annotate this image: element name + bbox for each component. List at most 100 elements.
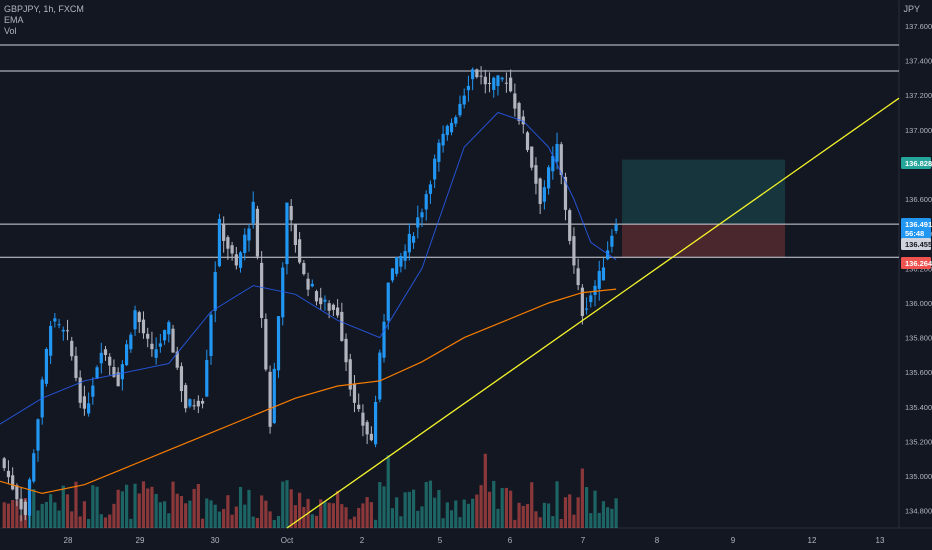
volume-bar[interactable] xyxy=(496,508,500,528)
candle[interactable] xyxy=(542,187,546,202)
candle[interactable] xyxy=(319,297,323,305)
candle[interactable] xyxy=(458,103,462,116)
target-zone[interactable] xyxy=(622,159,785,225)
volume-bar[interactable] xyxy=(378,482,382,528)
volume-bar[interactable] xyxy=(125,484,129,528)
volume-bar[interactable] xyxy=(344,507,348,528)
candle[interactable] xyxy=(433,158,437,180)
candle[interactable] xyxy=(57,324,61,326)
candle[interactable] xyxy=(454,117,458,124)
volume-bar[interactable] xyxy=(196,483,200,528)
candle[interactable] xyxy=(32,453,36,482)
volume-bar[interactable] xyxy=(525,504,530,528)
volume-bar[interactable] xyxy=(310,514,314,528)
volume-bar[interactable] xyxy=(584,487,589,528)
candle[interactable] xyxy=(517,103,521,121)
volume-bar[interactable] xyxy=(509,490,513,528)
candle[interactable] xyxy=(150,343,154,350)
volume-bar[interactable] xyxy=(449,510,454,528)
ema-slow-line[interactable] xyxy=(0,288,617,495)
volume-bar[interactable] xyxy=(146,488,150,528)
volume-bar[interactable] xyxy=(6,503,11,528)
volume-bar[interactable] xyxy=(517,502,521,528)
volume-bar[interactable] xyxy=(589,513,593,528)
volume-bar[interactable] xyxy=(572,514,576,528)
volume-bar[interactable] xyxy=(15,500,19,528)
volume-bar[interactable] xyxy=(184,503,188,528)
volume-bar[interactable] xyxy=(230,514,234,528)
volume-bar[interactable] xyxy=(369,502,373,528)
candle[interactable] xyxy=(95,367,99,379)
candle[interactable] xyxy=(576,268,580,286)
volume-bar[interactable] xyxy=(407,491,411,528)
candle[interactable] xyxy=(416,217,420,228)
volume-bar[interactable] xyxy=(268,511,272,528)
candle[interactable] xyxy=(49,325,53,356)
candle[interactable] xyxy=(272,368,276,424)
volume-bar[interactable] xyxy=(614,498,618,528)
volume-bar[interactable] xyxy=(2,502,6,528)
candle[interactable] xyxy=(336,307,340,316)
volume-bar[interactable] xyxy=(466,503,471,528)
volume-bar[interactable] xyxy=(260,495,264,528)
volume-bar[interactable] xyxy=(462,499,466,528)
candle[interactable] xyxy=(82,396,86,409)
volume-bar[interactable] xyxy=(513,519,517,528)
candle[interactable] xyxy=(23,501,27,515)
candle[interactable] xyxy=(327,303,331,311)
candle[interactable] xyxy=(125,344,129,366)
volume-bar[interactable] xyxy=(36,510,40,528)
candle[interactable] xyxy=(276,316,281,371)
volume-bar[interactable] xyxy=(445,502,449,528)
candle[interactable] xyxy=(53,318,57,322)
volume-bar[interactable] xyxy=(386,455,390,528)
candle[interactable] xyxy=(437,142,441,162)
volume-bar[interactable] xyxy=(167,513,171,528)
volume-bar[interactable] xyxy=(175,493,179,528)
volume-bar[interactable] xyxy=(395,497,399,528)
candle[interactable] xyxy=(222,223,226,241)
candle[interactable] xyxy=(487,82,492,84)
candle[interactable] xyxy=(340,311,344,341)
candle[interactable] xyxy=(601,267,606,281)
volume-bar[interactable] xyxy=(458,517,462,528)
candle[interactable] xyxy=(348,359,352,390)
candle[interactable] xyxy=(289,205,293,221)
candle[interactable] xyxy=(209,314,213,356)
volume-bar[interactable] xyxy=(416,510,420,528)
volume-bar[interactable] xyxy=(57,510,61,528)
volume-bar[interactable] xyxy=(551,516,555,528)
candle[interactable] xyxy=(403,251,407,261)
volume-bar[interactable] xyxy=(538,517,542,528)
candle[interactable] xyxy=(572,236,576,266)
volume-bar[interactable] xyxy=(437,489,441,528)
volume-bar[interactable] xyxy=(44,501,49,528)
candle[interactable] xyxy=(230,245,234,254)
candle[interactable] xyxy=(382,321,386,358)
candle[interactable] xyxy=(606,250,610,260)
volume-bar[interactable] xyxy=(597,512,601,528)
volume-bar[interactable] xyxy=(205,498,209,528)
candle[interactable] xyxy=(19,498,23,510)
candle[interactable] xyxy=(255,208,260,257)
volume-bar[interactable] xyxy=(606,507,610,528)
volume-bar[interactable] xyxy=(530,482,534,528)
candle[interactable] xyxy=(471,69,475,80)
volume-bar[interactable] xyxy=(209,500,213,528)
volume-bar[interactable] xyxy=(179,496,184,528)
candle[interactable] xyxy=(137,312,141,323)
candle[interactable] xyxy=(492,77,496,90)
volume-bar[interactable] xyxy=(327,502,331,528)
candle[interactable] xyxy=(428,184,433,194)
volume-bar[interactable] xyxy=(319,499,323,528)
candle[interactable] xyxy=(129,334,133,350)
candle[interactable] xyxy=(538,178,542,204)
volume-bar[interactable] xyxy=(70,511,74,528)
volume-bar[interactable] xyxy=(580,468,584,528)
volume-bar[interactable] xyxy=(129,518,133,528)
candle[interactable] xyxy=(70,340,74,357)
candle[interactable] xyxy=(483,76,487,85)
volume-bar[interactable] xyxy=(158,502,162,528)
candle[interactable] xyxy=(217,218,222,267)
candle[interactable] xyxy=(87,403,91,414)
